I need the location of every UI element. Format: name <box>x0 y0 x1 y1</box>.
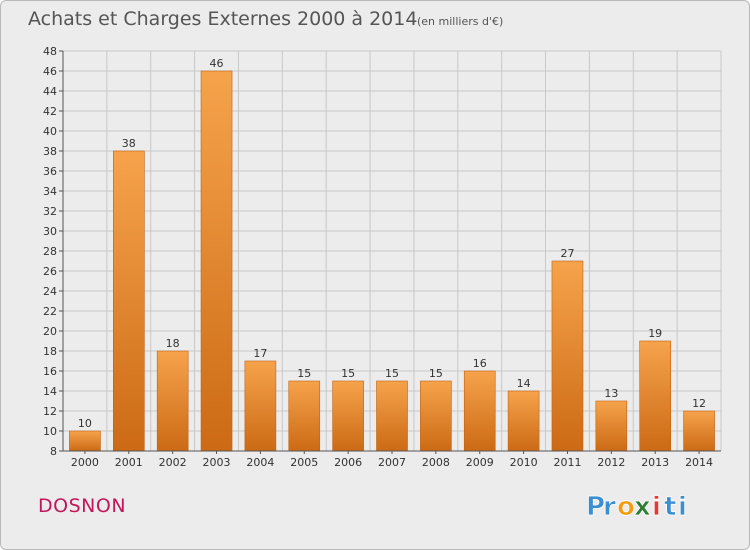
y-tick-label: 26 <box>43 265 57 278</box>
y-tick-label: 38 <box>43 145 57 158</box>
bar-2007 <box>376 380 408 452</box>
logo-letter: x <box>634 492 651 522</box>
y-tick-label: 10 <box>43 425 57 438</box>
data-label-2008: 15 <box>429 367 443 380</box>
data-label-2009: 16 <box>473 357 487 370</box>
chart-title: Achats et Charges Externes 2000 à 2014 <box>28 8 418 30</box>
x-tick-label-2000: 2000 <box>71 456 99 469</box>
bar-2011 <box>551 260 584 452</box>
logo-letter: i <box>678 492 687 522</box>
chart-unit-note: (en milliers d'€) <box>417 15 504 28</box>
data-label-2004: 17 <box>253 347 267 360</box>
data-label-2000: 10 <box>78 417 92 430</box>
axes <box>59 50 721 454</box>
data-label-2007: 15 <box>385 367 399 380</box>
bar-2010 <box>507 390 540 452</box>
x-tick-label-2001: 2001 <box>115 456 143 469</box>
y-tick-label: 16 <box>43 365 57 378</box>
y-tick-label: 36 <box>43 165 57 178</box>
data-label-2003: 46 <box>210 57 224 70</box>
commune-name: DOSNON <box>38 495 127 517</box>
bar-2001 <box>113 150 145 452</box>
y-tick-label: 48 <box>43 45 57 58</box>
bar-2005 <box>288 380 321 452</box>
bar-2006 <box>332 380 364 452</box>
x-tick-label-2008: 2008 <box>422 456 450 469</box>
x-tick-label-2012: 2012 <box>597 456 625 469</box>
y-tick-label: 8 <box>50 445 57 458</box>
x-tick-label-2014: 2014 <box>685 456 713 469</box>
data-label-2010: 14 <box>517 377 531 390</box>
bar-2008 <box>420 380 452 452</box>
bar-2009 <box>463 370 496 452</box>
logo-letter: t <box>664 492 676 522</box>
logo-letter: i <box>652 492 661 522</box>
data-label-2013: 19 <box>648 327 662 340</box>
bar-2014 <box>683 410 715 452</box>
x-tick-label-2013: 2013 <box>641 456 669 469</box>
bar-2000 <box>69 430 101 452</box>
bar-2002 <box>156 350 189 452</box>
bars <box>69 70 715 452</box>
data-label-2014: 12 <box>692 397 706 410</box>
data-label-2002: 18 <box>166 337 180 350</box>
logo-letter: P <box>586 492 605 522</box>
y-tick-label: 24 <box>43 285 57 298</box>
x-tick-label-2005: 2005 <box>290 456 318 469</box>
data-label-2012: 13 <box>604 387 618 400</box>
x-tick-label-2011: 2011 <box>553 456 581 469</box>
x-tick-label-2009: 2009 <box>466 456 494 469</box>
bar-2004 <box>244 360 277 452</box>
data-label-2001: 38 <box>122 137 136 150</box>
y-tick-label: 14 <box>43 385 57 398</box>
x-tick-label-2004: 2004 <box>246 456 274 469</box>
data-label-2011: 27 <box>560 247 574 260</box>
y-tick-label: 30 <box>43 225 57 238</box>
y-tick-label: 46 <box>43 65 57 78</box>
bar-2013 <box>639 340 672 452</box>
y-tick-label: 32 <box>43 205 57 218</box>
x-tick-label-2002: 2002 <box>159 456 187 469</box>
y-tick-label: 34 <box>43 185 57 198</box>
y-tick-label: 22 <box>43 305 57 318</box>
y-tick-label: 18 <box>43 345 57 358</box>
y-tick-label: 20 <box>43 325 57 338</box>
logo-letter: o <box>617 492 635 522</box>
x-tick-label-2006: 2006 <box>334 456 362 469</box>
logo-letter: r <box>603 492 616 522</box>
x-tick-label-2003: 2003 <box>203 456 231 469</box>
y-tick-label: 12 <box>43 405 57 418</box>
bar-2012 <box>595 400 628 452</box>
y-tick-label: 42 <box>43 105 57 118</box>
x-tick-label-2010: 2010 <box>510 456 538 469</box>
data-label-2005: 15 <box>297 367 311 380</box>
y-tick-label: 44 <box>43 85 57 98</box>
proxiti-logo: Pr o x i t i <box>586 492 688 522</box>
x-tick-label-2007: 2007 <box>378 456 406 469</box>
bar-2003 <box>200 70 233 452</box>
y-tick-label: 40 <box>43 125 57 138</box>
y-tick-label: 28 <box>43 245 57 258</box>
labels: 8 10 12 14 16 18 20 22 24 26 28 30 32 34 36 38 40 42 44 46 4… <box>43 45 713 469</box>
data-label-2006: 15 <box>341 367 355 380</box>
